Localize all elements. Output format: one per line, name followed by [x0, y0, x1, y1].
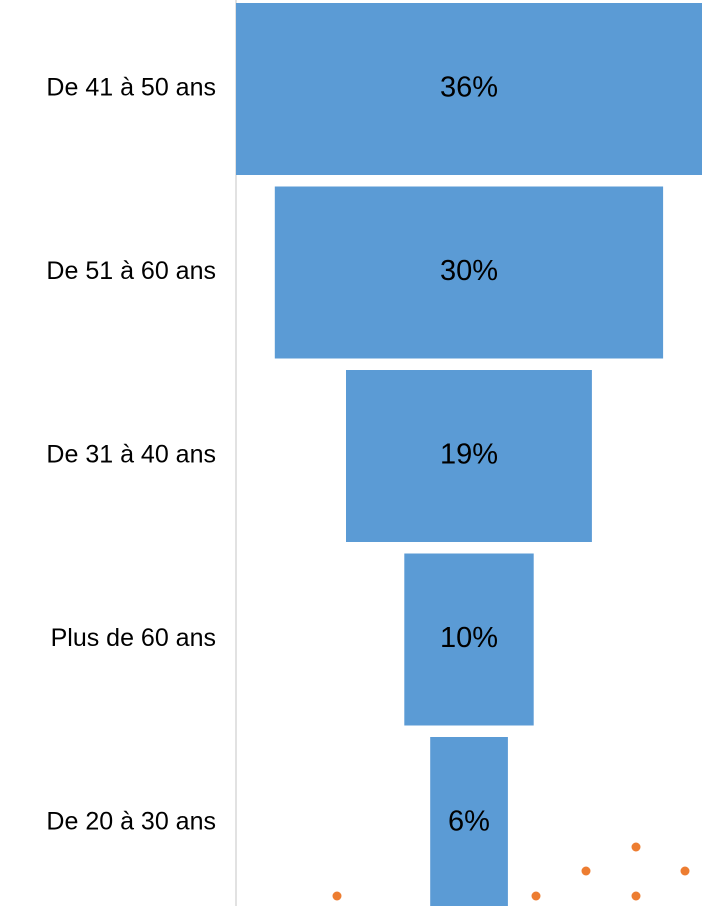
data-label: 6%	[448, 806, 490, 838]
category-label: De 51 à 60 ans	[46, 257, 216, 285]
funnel-bar	[404, 553, 534, 726]
decoration-dot	[680, 866, 690, 876]
data-label: 19%	[440, 439, 498, 471]
decoration-dot	[581, 866, 591, 876]
funnel-bar	[346, 370, 592, 542]
funnel-bar	[430, 737, 508, 906]
category-label: Plus de 60 ans	[51, 624, 216, 652]
decoration-dots-group	[332, 842, 690, 901]
value-labels-group: 36% 30% 19% 10% 6%	[440, 72, 498, 838]
decoration-dot	[631, 891, 641, 901]
category-label: De 31 à 40 ans	[46, 441, 216, 469]
decoration-dot	[531, 891, 541, 901]
funnel-bar	[236, 3, 702, 175]
data-label: 10%	[440, 622, 498, 654]
bars-group	[236, 3, 702, 906]
decoration-dot	[332, 891, 342, 901]
category-label: De 41 à 50 ans	[46, 74, 216, 102]
data-label: 30%	[440, 255, 498, 287]
data-label: 36%	[440, 72, 498, 104]
decoration-dot	[631, 842, 641, 852]
category-labels-group: De 41 à 50 ans De 51 à 60 ans De 31 à 40 a…	[46, 74, 216, 836]
funnel-bar	[274, 186, 664, 359]
category-label: De 20 à 30 ans	[46, 808, 216, 836]
